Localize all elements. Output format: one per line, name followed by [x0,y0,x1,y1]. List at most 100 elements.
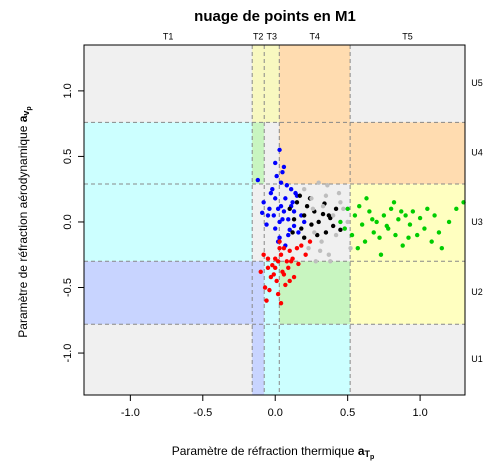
point [352,213,358,218]
point [287,248,292,254]
zone-label: T1 [163,31,174,41]
point [333,232,339,238]
point [296,261,301,267]
point [290,200,295,205]
point [316,219,321,225]
y-label-text: Paramètre de réfraction aérodynamique [16,125,30,337]
point [271,213,276,218]
zone [84,261,253,325]
point [391,200,397,205]
point [280,269,285,274]
point [367,209,372,214]
point [307,239,313,244]
point [377,235,382,240]
point [323,230,329,235]
point [291,217,297,222]
point [388,206,394,212]
point [273,160,278,166]
point [288,259,294,264]
x-tick-label: -1.0 [121,407,140,419]
point [309,222,314,227]
point [359,222,365,227]
point [303,252,308,257]
point [273,196,278,201]
zone [350,183,465,325]
point [364,196,369,201]
zone [252,45,280,123]
point [273,265,278,271]
point [323,193,329,198]
point [284,259,290,264]
point [371,230,376,235]
point [280,169,285,175]
point [291,209,297,214]
point [275,291,281,297]
point [338,200,343,205]
point [348,245,353,251]
zone [252,122,265,184]
point [293,190,298,196]
y-tick-label: -1.0 [62,344,74,363]
point [283,282,288,288]
zone [279,45,351,184]
x-tick-label: 1.0 [412,407,427,419]
point [281,245,287,251]
point [291,274,297,280]
point [286,265,291,271]
point [291,223,297,229]
point [349,232,355,238]
point [274,173,279,179]
point [265,213,271,218]
point [306,245,311,251]
plot-frame [83,44,466,396]
point [278,180,284,185]
x-tick-label: 0.0 [268,407,283,419]
point [261,252,266,257]
point [319,239,324,244]
point [265,256,271,261]
point [259,210,265,215]
y-axis-label: Paramètre de réfraction aérodynamique av… [16,106,33,337]
zone [264,324,351,395]
y-tick-label: 0.0 [62,214,74,229]
point [258,269,263,274]
point [286,217,291,222]
y-tick-label: 1.0 [62,83,74,98]
point [422,226,427,231]
zone [350,122,465,184]
point [345,219,350,225]
zone-label: U2 [471,287,483,297]
point [288,186,294,192]
point [283,196,288,201]
zone-label: T5 [402,31,413,41]
point [454,206,459,212]
point [296,230,301,235]
zone [279,261,351,325]
point [262,285,268,290]
zone [252,261,265,395]
point [286,232,291,238]
point [338,227,343,233]
point [429,239,434,244]
point [290,230,295,235]
point [287,206,292,212]
point [267,206,272,212]
x-symbol: a [358,444,365,458]
point [393,232,398,238]
x-tick-label: 0.5 [340,407,355,419]
point [436,230,442,235]
point [378,252,384,257]
point [278,301,284,306]
point [410,209,416,214]
point [264,222,269,227]
point [326,252,332,257]
point [310,206,316,212]
point [446,219,452,225]
zone-label: U5 [471,78,483,88]
point [274,278,279,284]
point [287,227,292,233]
point [277,245,282,251]
y-tick-label: 0.5 [62,149,74,164]
point [320,211,326,217]
point [325,183,330,188]
